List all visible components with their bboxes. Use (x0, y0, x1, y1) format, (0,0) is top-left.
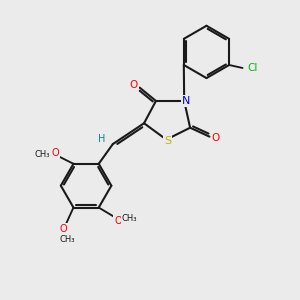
Text: CH₃: CH₃ (60, 235, 75, 244)
Text: O: O (51, 148, 59, 158)
Text: Cl: Cl (248, 63, 258, 73)
Text: CH₃: CH₃ (34, 150, 50, 159)
Text: H: H (98, 134, 105, 144)
Text: CH₃: CH₃ (121, 214, 137, 223)
Text: O: O (60, 224, 68, 234)
Text: N: N (182, 96, 190, 106)
Text: O: O (212, 133, 220, 143)
Text: O: O (114, 216, 122, 226)
Text: O: O (130, 80, 138, 90)
Text: S: S (164, 136, 171, 146)
